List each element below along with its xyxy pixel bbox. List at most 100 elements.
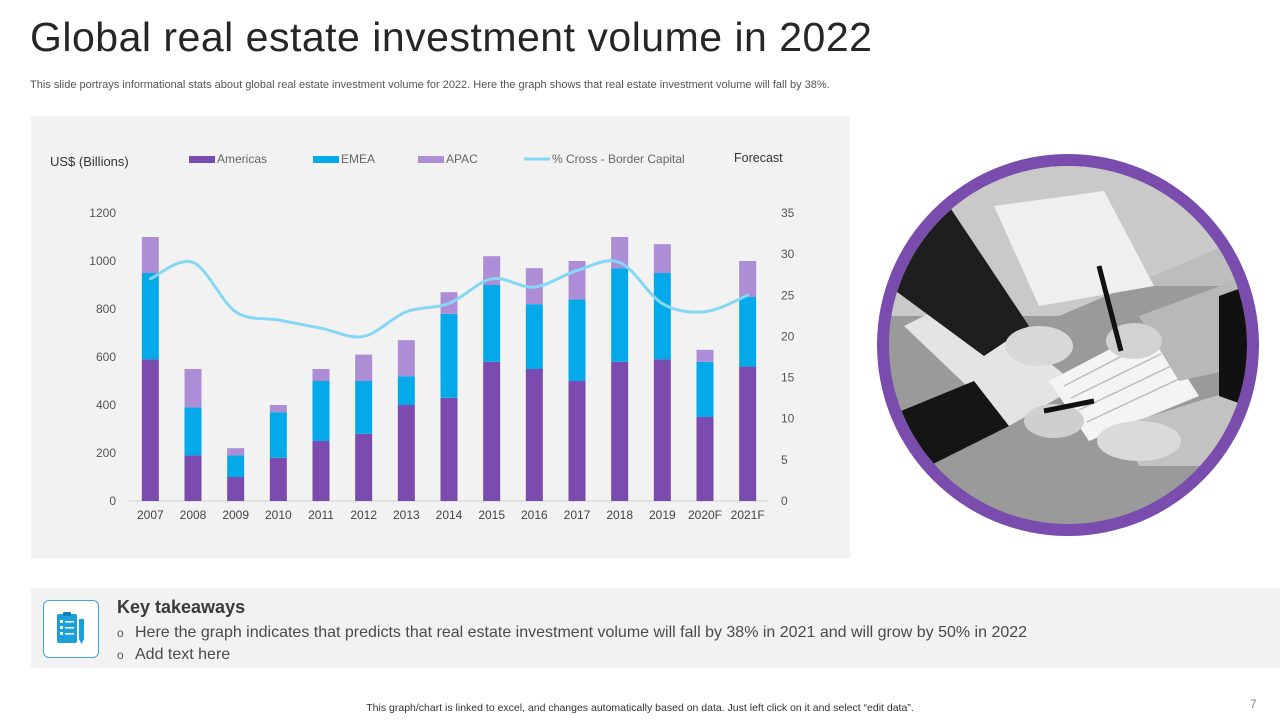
y2-tick-label: 30 — [781, 247, 795, 261]
bar-segment-apac — [739, 261, 757, 297]
bar-segment-americas — [525, 369, 543, 501]
x-tick-label: 2008 — [180, 508, 207, 522]
x-tick-label: 2016 — [521, 508, 548, 522]
y2-tick-label: 20 — [781, 329, 795, 343]
slide-subtitle: This slide portrays informational stats … — [30, 79, 830, 91]
bar-segment-americas — [227, 477, 245, 501]
takeaway-text: Here the graph indicates that predicts t… — [135, 624, 1028, 641]
y-tick-label: 600 — [96, 350, 116, 364]
x-tick-label: 2013 — [393, 508, 420, 522]
checklist-icon — [57, 612, 84, 644]
page-number: 7 — [1250, 697, 1257, 711]
legend-swatch — [189, 156, 215, 163]
bar-segment-emea — [611, 268, 629, 362]
y2-tick-label: 15 — [781, 371, 795, 385]
x-tick-label: 2007 — [137, 508, 164, 522]
x-tick-label: 2012 — [350, 508, 377, 522]
checklist-icon-box — [43, 600, 99, 658]
takeaway-text: Add text here — [135, 646, 231, 663]
bar-segment-americas — [739, 366, 757, 501]
bar-segment-emea — [184, 407, 202, 456]
bar-segment-emea — [739, 297, 757, 367]
paperwork-photo-illustration — [889, 166, 1247, 524]
x-tick-label: 2019 — [649, 508, 676, 522]
bar-segment-americas — [141, 359, 159, 501]
takeaways-heading: Key takeaways — [117, 597, 246, 617]
bar-segment-americas — [440, 397, 458, 501]
bar-segment-americas — [568, 381, 586, 501]
bar-segment-apac — [141, 237, 159, 273]
bar-segment-apac — [397, 340, 415, 377]
bar-segment-americas — [269, 457, 287, 501]
bar-segment-emea — [227, 455, 245, 477]
y2-tick-label: 0 — [781, 494, 788, 508]
list-item: o Add text here — [117, 644, 1027, 666]
legend-label: Americas — [217, 152, 267, 166]
bar-segment-americas — [483, 361, 501, 501]
bar-segment-americas — [653, 359, 671, 501]
bar-segment-apac — [184, 369, 202, 408]
x-tick-label: 2015 — [478, 508, 505, 522]
y-tick-label: 200 — [96, 446, 116, 460]
y2-tick-label: 25 — [781, 288, 795, 302]
bar-segment-apac — [312, 369, 330, 381]
business-meeting-photo — [889, 166, 1247, 524]
y2-tick-label: 35 — [781, 206, 795, 220]
y-tick-label: 800 — [96, 302, 116, 316]
investment-volume-chart[interactable]: 0 200 400 600 800 1000 1200 0 5 10 15 20 25 30 35 2007 2… — [31, 116, 850, 558]
key-takeaways-panel: Key takeaways o Here the graph indicates … — [31, 588, 1280, 668]
bar-segment-americas — [184, 455, 202, 501]
bar-segment-apac — [227, 448, 245, 456]
bar-segment-emea — [269, 412, 287, 458]
bar-segment-americas — [312, 441, 330, 501]
bar-segment-emea — [483, 285, 501, 362]
footnote: This graph/chart is linked to excel, and… — [366, 702, 914, 714]
x-tick-label: 2021F — [731, 508, 765, 522]
bar-segment-americas — [397, 405, 415, 501]
bar-segment-apac — [355, 354, 373, 381]
legend-label: APAC — [446, 152, 478, 166]
bar-segment-americas — [696, 417, 714, 501]
takeaways-list: o Here the graph indicates that predicts … — [117, 622, 1027, 666]
x-tick-label: 2018 — [606, 508, 633, 522]
legend-swatch — [418, 156, 444, 163]
list-item: o Here the graph indicates that predicts … — [117, 622, 1027, 644]
y-axis-label: US$ (Billions) — [50, 154, 129, 169]
y2-tick-label: 5 — [781, 453, 788, 467]
legend-swatch — [313, 156, 339, 163]
slide-title: Global real estate investment volume in … — [30, 14, 873, 60]
forecast-label: Forecast — [734, 151, 783, 165]
bar-segment-emea — [525, 304, 543, 369]
bar-segment-americas — [611, 361, 629, 501]
photo-ring — [877, 154, 1259, 536]
bar-segment-emea — [355, 381, 373, 434]
x-tick-label: 2014 — [436, 508, 463, 522]
bar-segment-emea — [653, 273, 671, 360]
x-tick-label: 2009 — [222, 508, 249, 522]
bar-segment-emea — [312, 381, 330, 441]
legend-label: % Cross - Border Capital — [552, 152, 685, 166]
bar-segment-apac — [568, 261, 586, 300]
bar-segment-emea — [397, 376, 415, 405]
x-tick-label: 2010 — [265, 508, 292, 522]
y-tick-label: 1200 — [89, 206, 116, 220]
bar-segment-apac — [653, 244, 671, 273]
bar-segment-emea — [141, 273, 159, 360]
x-tick-label: 2011 — [308, 508, 334, 522]
x-tick-label: 2020F — [688, 508, 722, 522]
bullet: o — [117, 626, 124, 640]
x-tick-label: 2017 — [564, 508, 591, 522]
bullet: o — [117, 648, 124, 662]
chart-panel[interactable]: 0 200 400 600 800 1000 1200 0 5 10 15 20 25 30 35 2007 2… — [31, 116, 850, 558]
bar-segment-emea — [440, 313, 458, 398]
y-tick-label: 400 — [96, 398, 116, 412]
y2-tick-label: 10 — [781, 412, 795, 426]
y-tick-label: 1000 — [89, 254, 116, 268]
legend-label: EMEA — [341, 152, 375, 166]
cross-border-capital-line — [148, 259, 750, 339]
bar-segment-apac — [269, 405, 287, 413]
bar-segment-americas — [355, 433, 373, 501]
bar-segment-apac — [696, 349, 714, 362]
bar-segment-emea — [696, 361, 714, 417]
y-tick-label: 0 — [109, 494, 116, 508]
